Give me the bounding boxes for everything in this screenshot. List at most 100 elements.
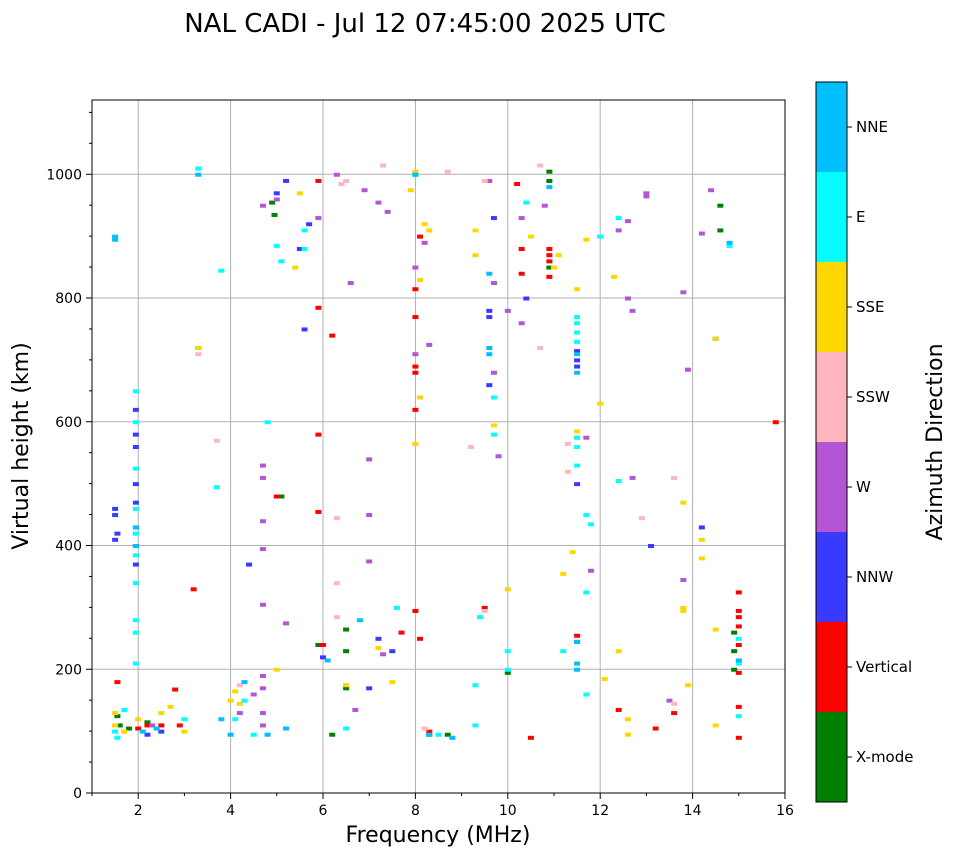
echo-point	[232, 689, 239, 694]
echo-point	[574, 349, 581, 354]
echo-point	[356, 618, 363, 623]
series-w	[149, 172, 715, 728]
azimuth-colorbar: X-mode Vertical NNW W SSW SSE E NNE	[815, 81, 913, 803]
echo-point	[417, 277, 424, 282]
echo-point	[132, 581, 139, 586]
echo-point	[495, 454, 502, 459]
echo-point	[772, 420, 779, 425]
x-tick-label: 10	[499, 803, 517, 819]
echo-point	[149, 723, 156, 728]
echo-point	[352, 707, 359, 712]
echo-point	[574, 429, 581, 434]
echo-point	[116, 723, 123, 728]
echo-point	[472, 253, 479, 258]
echo-point	[435, 732, 442, 737]
echo-point	[735, 590, 742, 595]
colorbar-segment	[816, 172, 847, 262]
echo-point	[338, 182, 345, 187]
echo-point	[218, 717, 225, 722]
echo-point	[546, 253, 553, 258]
echo-point	[135, 717, 142, 722]
colorbar-segment	[816, 532, 847, 622]
echo-point	[213, 485, 220, 490]
echo-point	[560, 649, 567, 654]
echo-point	[717, 203, 724, 208]
echo-point	[236, 701, 243, 706]
echo-point	[389, 680, 396, 685]
echo-point	[271, 212, 278, 217]
echo-point	[574, 445, 581, 449]
echo-point	[412, 352, 419, 357]
echo-point	[698, 231, 705, 236]
echo-point	[259, 203, 266, 208]
echo-point	[195, 352, 202, 357]
echo-point	[472, 723, 479, 728]
echo-point	[486, 383, 493, 388]
echo-point	[366, 686, 373, 691]
echo-point	[343, 686, 350, 691]
echo-point	[717, 228, 724, 233]
echo-point	[412, 287, 419, 292]
echo-point	[158, 729, 165, 734]
echo-point	[426, 729, 433, 734]
echo-point	[144, 720, 151, 725]
echo-point	[250, 692, 257, 697]
echo-point	[504, 649, 511, 654]
echo-point	[241, 680, 248, 685]
echo-point	[574, 330, 581, 335]
y-tick-label: 0	[73, 786, 82, 802]
echo-point	[181, 729, 188, 734]
echo-point	[611, 274, 618, 279]
echo-point	[574, 287, 581, 292]
echo-point	[366, 559, 373, 564]
echo-point	[320, 643, 326, 647]
echo-point	[574, 321, 581, 326]
y-axis-label: Virtual height (km)	[9, 342, 34, 549]
echo-point	[486, 271, 493, 276]
echo-point	[132, 562, 139, 567]
echo-point	[384, 209, 391, 214]
echo-point	[343, 649, 350, 654]
echo-point	[546, 247, 553, 251]
echo-point	[698, 525, 705, 530]
colorbar-segment	[816, 712, 847, 802]
echo-point	[132, 407, 139, 412]
echo-point	[227, 732, 234, 737]
x-tick-label: 14	[684, 803, 702, 819]
echo-point	[259, 711, 266, 716]
echo-point	[629, 308, 636, 313]
echo-point	[167, 704, 174, 709]
echo-point	[583, 692, 590, 697]
echo-point	[666, 698, 673, 703]
echo-point	[638, 516, 645, 521]
echo-point	[389, 649, 396, 654]
echo-point	[574, 364, 581, 369]
echo-point	[624, 732, 631, 737]
echo-point	[444, 732, 451, 737]
y-tick-label: 1000	[46, 167, 82, 183]
echo-point	[292, 265, 299, 270]
x-tick-label: 16	[776, 803, 794, 819]
echo-point	[269, 200, 276, 205]
y-tick-label: 200	[55, 662, 82, 678]
echo-point	[283, 178, 290, 183]
echo-point	[264, 420, 271, 425]
echo-point	[583, 237, 590, 242]
echo-point	[296, 247, 303, 251]
echo-point	[504, 667, 511, 672]
echo-point	[551, 265, 557, 270]
echo-point	[366, 513, 373, 518]
x-axis-ticks: 2 4 6 8 10 12 14 16	[91, 793, 794, 819]
colorbar-segment	[816, 352, 847, 442]
echo-point	[132, 544, 139, 548]
colorbar-frame	[815, 81, 848, 803]
colorbar-tick-label: E	[856, 208, 865, 226]
echo-point	[306, 222, 313, 227]
echo-point	[504, 587, 511, 592]
echo-point	[333, 516, 340, 521]
echo-point	[301, 228, 308, 233]
echo-point	[132, 500, 139, 505]
echo-point	[726, 243, 733, 248]
echo-point	[490, 370, 497, 375]
